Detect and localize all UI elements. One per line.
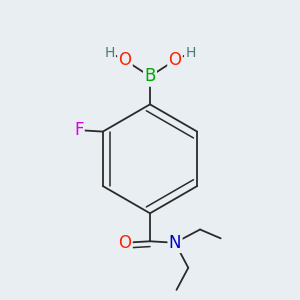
Text: H: H [185, 46, 196, 60]
Text: H: H [104, 46, 115, 60]
Text: B: B [144, 68, 156, 85]
Text: O: O [118, 51, 131, 69]
Text: O: O [118, 234, 131, 252]
Text: N: N [169, 234, 181, 252]
Text: F: F [74, 121, 83, 139]
Text: O: O [169, 51, 182, 69]
